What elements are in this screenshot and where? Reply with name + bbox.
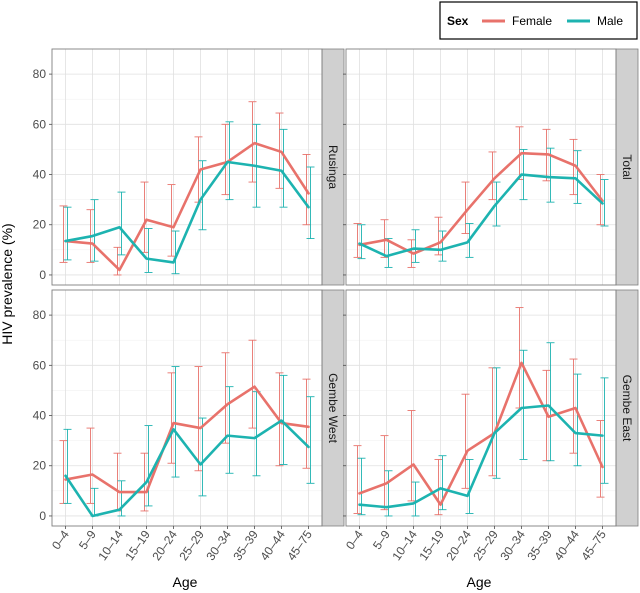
x-tick-label: 0–4 [343, 527, 366, 552]
series-line-female [358, 151, 604, 255]
x-tick-label: 30–34 [203, 527, 234, 563]
y-tick-label: 0 [39, 268, 46, 282]
panel-rusinga: Rusinga 0 20 40 60 80 [33, 48, 345, 286]
series-line-female [64, 141, 310, 272]
x-tick-label: 0–4 [49, 527, 72, 552]
legend-title: Sex [447, 14, 469, 28]
legend-box [439, 1, 638, 40]
y-tick-label: 60 [33, 358, 47, 372]
x-tick-label: 35–39 [524, 527, 555, 563]
panel-border [51, 48, 323, 286]
series-line-male [64, 160, 310, 264]
x-tick-label: 40–44 [551, 527, 582, 563]
y-tick-label: 20 [33, 459, 47, 473]
panel-background [52, 49, 322, 285]
x-tick-label: 20–24 [149, 527, 180, 563]
panel-border [345, 289, 617, 527]
y-tick-label: 20 [33, 218, 47, 232]
x-axis-title-left: Age [173, 574, 198, 590]
panel-background [52, 290, 322, 526]
strip-label: Rusinga [326, 145, 340, 189]
y-tick-label: 80 [33, 67, 47, 81]
x-tick-label: 35–39 [230, 527, 261, 563]
series-line-female [358, 361, 604, 506]
y-tick-label: 60 [33, 117, 47, 131]
panel-background [346, 49, 616, 285]
legend-label-female: Female [512, 14, 552, 28]
x-tick-label: 45–75 [578, 527, 609, 563]
series-line-female [64, 385, 310, 494]
panel-total: Total [343, 48, 639, 286]
panel-background [346, 290, 616, 526]
x-tick-label: 30–34 [497, 527, 528, 563]
x-tick-label: 20–24 [443, 527, 474, 563]
x-tick-label: 25–29 [470, 527, 501, 563]
strip-label: Gembe West [326, 373, 340, 443]
panel-gembe-east: Gembe East 0–4 5–910–1415–1920–2425–2930–3… [343, 289, 639, 563]
x-tick-label: 25–29 [176, 527, 207, 563]
x-tick-label: 40–44 [257, 527, 288, 563]
x-axis-title-right: Age [467, 574, 492, 590]
legend-label-male: Male [597, 14, 623, 28]
legend: Sex Female Male [439, 1, 638, 40]
x-tick-label: 5–9 [370, 527, 393, 552]
x-tick-label: 45–75 [284, 527, 315, 563]
y-axis-title: HIV prevalence (%) [0, 223, 15, 344]
x-tick-label: 10–14 [95, 527, 126, 563]
y-tick-label: 0 [39, 509, 46, 523]
series-line-male [358, 173, 604, 258]
strip-label: Total [620, 154, 634, 179]
y-tick-label: 40 [33, 168, 47, 182]
x-tick-label: 5–9 [76, 527, 99, 552]
panel-border [345, 48, 617, 286]
panel-border [51, 289, 323, 527]
x-tick-label: 15–19 [122, 527, 153, 563]
x-tick-label: 15–19 [416, 527, 447, 563]
strip-label: Gembe East [620, 375, 634, 442]
series-line-male [358, 404, 604, 509]
panel-gembe-west: Gembe West 0 20 40 60 80 0–4 5–910–1415–1920–24… [33, 289, 345, 563]
series-line-male [64, 419, 310, 518]
y-tick-label: 40 [33, 409, 47, 423]
panels: Rusinga 0 20 40 60 80 Total Gembe West 0 20 40 60 80… [33, 48, 639, 563]
y-tick-label: 80 [33, 308, 47, 322]
x-tick-label: 10–14 [389, 527, 420, 563]
